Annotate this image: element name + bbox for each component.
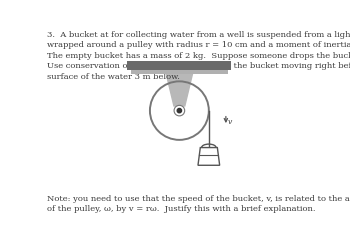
Text: 3.  A bucket at for collecting water from a well is suspended from a light rope : 3. A bucket at for collecting water from… <box>47 31 350 81</box>
Circle shape <box>177 108 182 113</box>
Bar <box>127 61 231 70</box>
Circle shape <box>174 105 185 116</box>
Bar <box>131 70 228 74</box>
Text: Note: you need to use that the speed of the bucket, v, is related to the angular: Note: you need to use that the speed of … <box>47 194 350 213</box>
Text: v: v <box>228 118 232 126</box>
Polygon shape <box>198 148 220 165</box>
Polygon shape <box>166 74 193 106</box>
